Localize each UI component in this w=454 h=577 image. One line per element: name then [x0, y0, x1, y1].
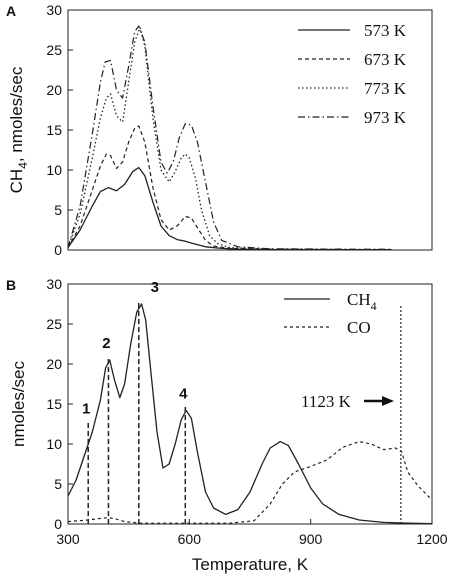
chart-a-ytick-label-0: 0	[54, 242, 62, 258]
annotation-1123k: 1123 K	[301, 392, 352, 411]
legend-label-co: CO	[347, 318, 371, 337]
panel-b-label: B	[6, 277, 16, 293]
chart-b-ytick-label-5: 25	[46, 316, 62, 332]
arrow-head	[382, 396, 394, 406]
legend-label-2: 773 K	[364, 79, 407, 98]
chart-a-y-ticks: 0 5 10 15 20 25 30	[46, 2, 73, 258]
chart-b-xtick-label-2: 900	[299, 531, 323, 547]
chart-b-ytick-label-2: 10	[46, 436, 62, 452]
peak-label-1: 1	[82, 401, 90, 418]
chart-b-ticks: 0 5 10 15 20 25 30 300 600 900 1200	[46, 276, 447, 547]
peak-label-3: 3	[151, 279, 159, 296]
chart-a-series-line-1	[67, 125, 392, 251]
chart-a-y-axis-label: CH4, nmoles/sec	[7, 66, 30, 193]
chart-a-series-line-2	[67, 26, 392, 251]
peak-label-4: 4	[179, 385, 188, 402]
chart-b-x-axis-label: Temperature, K	[192, 555, 309, 574]
legend-label-1: 673 K	[364, 50, 407, 69]
chart-b-ytick-label-0: 0	[54, 516, 62, 532]
chart-b-xtick-label-3: 1200	[416, 531, 447, 547]
annotation-arrow	[364, 396, 394, 406]
chart-a: 0 5 10 15 20 25 30 573 K 673 K 773 K 973 K CH4, n…	[7, 2, 433, 258]
chart-b-xtick-label-1: 600	[178, 531, 202, 547]
chart-b-y-axis-label: nmoles/sec	[9, 361, 28, 447]
chart-a-ytick-label-6: 30	[46, 2, 62, 18]
chart-a-series-line-3	[67, 25, 392, 250]
peak-label-2: 2	[102, 335, 110, 352]
chart-a-ytick-label-5: 25	[46, 42, 62, 58]
chart-a-ytick-label-3: 15	[46, 122, 62, 138]
chart-b-ytick-label-3: 15	[46, 396, 62, 412]
chart-b-series-line-0	[67, 303, 433, 525]
chart-b-legend: CH4 CO	[284, 290, 377, 337]
chart-a-series-line-0	[67, 166, 392, 251]
chart-b-series-line-1	[67, 441, 433, 524]
chart-b: 0 5 10 15 20 25 30 300 600 900 1200 1 2 3 4 CH4 CO 11…	[9, 276, 448, 574]
chart-a-ytick-label-2: 10	[46, 162, 62, 178]
chart-a-frame	[67, 9, 433, 251]
chart-b-peak-markers: 1 2 3 4	[82, 279, 402, 524]
legend-label-3: 973 K	[364, 108, 407, 127]
chart-a-ytick-label-4: 20	[46, 82, 62, 98]
chart-a-ytick-label-1: 5	[54, 202, 62, 218]
chart-b-frame	[67, 283, 433, 525]
chart-b-ytick-label-1: 5	[54, 476, 62, 492]
legend-label-0: 573 K	[364, 21, 407, 40]
chart-b-ytick-label-6: 30	[46, 276, 62, 292]
panel-a-label: A	[6, 3, 16, 19]
chart-a-legend: 573 K 673 K 773 K 973 K	[298, 21, 407, 127]
chart-b-series	[67, 303, 433, 525]
chart-b-ytick-label-4: 20	[46, 356, 62, 372]
legend-label-ch4: CH4	[347, 290, 377, 313]
chart-a-series	[67, 25, 392, 251]
chart-b-xtick-label-0: 300	[56, 531, 80, 547]
